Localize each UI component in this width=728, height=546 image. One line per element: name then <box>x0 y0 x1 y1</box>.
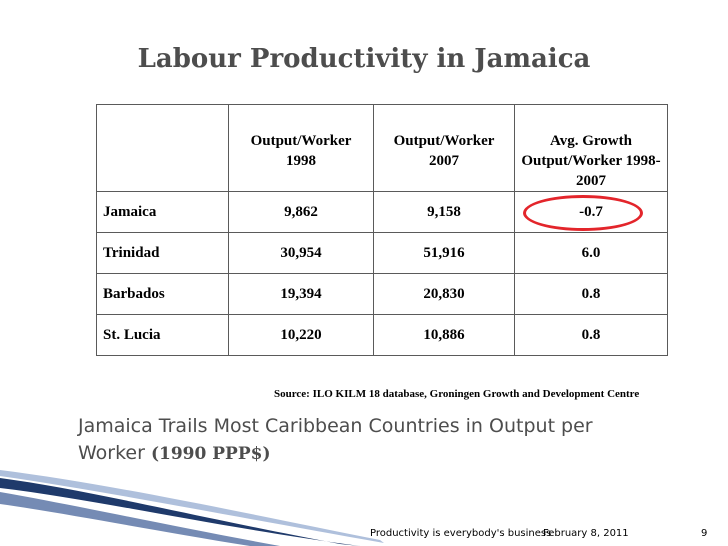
output-2007-cell: 20,830 <box>373 273 515 315</box>
table-row: Trinidad 30,954 51,916 6.0 <box>96 232 668 274</box>
table-row: Barbados 19,394 20,830 0.8 <box>96 273 668 315</box>
table-row: St. Lucia 10,220 10,886 0.8 <box>96 314 668 356</box>
table-header-avg-growth: Avg. Growth Output/Worker 1998-2007 <box>514 104 668 192</box>
table-header-output-2007: Output/Worker 2007 <box>373 104 515 192</box>
country-cell: St. Lucia <box>96 314 229 356</box>
table-header-output-1998: Output/Worker 1998 <box>228 104 374 192</box>
swoosh-decoration <box>0 470 384 546</box>
footer-tagline: Productivity is everybody's business <box>370 528 552 539</box>
country-cell: Barbados <box>96 273 229 315</box>
output-1998-cell: 10,220 <box>228 314 374 356</box>
output-2007-cell: 9,158 <box>373 191 515 233</box>
slide-title: Labour Productivity in Jamaica <box>137 44 591 74</box>
output-2007-cell: 51,916 <box>373 232 515 274</box>
slide-subtitle: Jamaica Trails Most Caribbean Countries … <box>78 413 658 468</box>
subtitle-text: Jamaica Trails Most Caribbean Countries … <box>78 415 593 464</box>
footer-date: February 8, 2011 <box>543 528 629 539</box>
table-header-blank <box>96 104 229 192</box>
output-1998-cell: 30,954 <box>228 232 374 274</box>
output-1998-cell: 19,394 <box>228 273 374 315</box>
output-1998-cell: 9,862 <box>228 191 374 233</box>
country-cell: Jamaica <box>96 191 229 233</box>
table-header-row: Output/Worker 1998 Output/Worker 2007 Av… <box>96 104 668 192</box>
subtitle-unit: (1990 PPP$) <box>150 444 271 464</box>
output-2007-cell: 10,886 <box>373 314 515 356</box>
footer-page-number: 9 <box>701 528 708 539</box>
growth-cell: 0.8 <box>514 273 668 315</box>
productivity-table: Output/Worker 1998 Output/Worker 2007 Av… <box>96 104 668 356</box>
growth-cell: 0.8 <box>514 314 668 356</box>
source-note: Source: ILO KILM 18 database, Groningen … <box>274 388 640 400</box>
growth-cell: 6.0 <box>514 232 668 274</box>
country-cell: Trinidad <box>96 232 229 274</box>
highlight-circle <box>523 195 643 231</box>
